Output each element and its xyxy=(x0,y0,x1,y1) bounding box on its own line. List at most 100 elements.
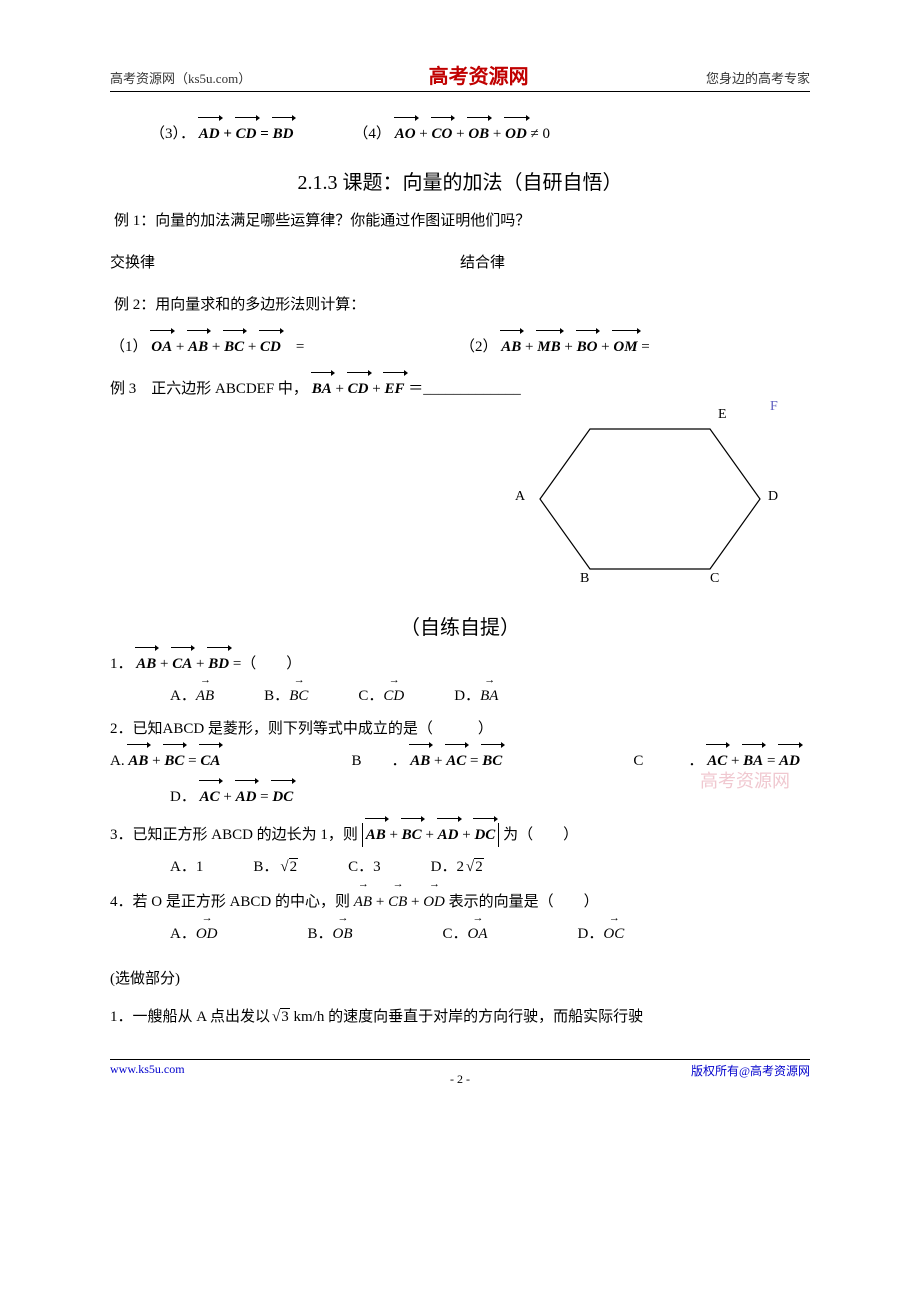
q4C-label: C． xyxy=(443,926,468,942)
label-3: （3）． xyxy=(150,126,195,142)
q3-v1: AB xyxy=(366,823,386,847)
q2C-v1: AC xyxy=(707,749,727,773)
q4-opt-D: D．OC xyxy=(578,922,625,943)
q3-opt-C: C．3 xyxy=(348,855,381,876)
vec-OM: OM xyxy=(613,335,637,359)
vec-AB: AB xyxy=(188,335,208,359)
q3-v2: BC xyxy=(402,823,422,847)
q1A-label: A． xyxy=(170,688,196,704)
q2D-label: D． xyxy=(170,789,196,805)
q1D-label: D． xyxy=(454,688,480,704)
q3-text-b: 为（ ） xyxy=(503,827,578,843)
q2-opt-D: D． AC + AD = DC xyxy=(110,785,810,809)
zero: 0 xyxy=(543,126,551,142)
q4-text-b: 表示的向量是（ ） xyxy=(449,894,599,910)
q3-opt-A: A．1 xyxy=(170,855,203,876)
hexagon-shape xyxy=(540,429,760,569)
vec-BC: BC xyxy=(224,335,244,359)
vec-CD: CD xyxy=(260,335,281,359)
q4-opt-B: B．OB xyxy=(308,922,353,943)
q3-v4: DC xyxy=(474,823,495,847)
q3B-label: B． xyxy=(253,859,278,875)
q1-v3: BD xyxy=(208,652,229,676)
q2A-v2: BC xyxy=(164,749,184,773)
q2A-v1: AB xyxy=(128,749,148,773)
hex-label-C: C xyxy=(710,571,719,587)
q1C-label: C． xyxy=(358,688,383,704)
q3B-sqrt: 2 xyxy=(278,859,298,876)
q2B-label: B ． xyxy=(352,753,407,769)
q1-tail: =（ ） xyxy=(233,656,301,672)
q2B-v1: AB xyxy=(410,749,430,773)
hex-label-D: D xyxy=(768,489,778,505)
vec-AD: AD xyxy=(199,122,220,146)
q1-opt-A: A．AB xyxy=(170,684,214,705)
q3-abs: AB + BC + AD + DC xyxy=(362,823,500,847)
q1-v1: AB xyxy=(136,652,156,676)
vec-BA: BA xyxy=(312,377,332,401)
ex2-item-1: （1） OA + AB + BC + CD = xyxy=(110,335,460,359)
q3D-label: D．2 xyxy=(431,859,464,875)
example-3: 例 3 正六边形 ABCDEF 中， BA + CD + EF ＝_______… xyxy=(110,377,810,401)
q4-opt-A: A．OD xyxy=(170,922,218,943)
vec-CD3: CD xyxy=(348,377,369,401)
q2A-v3: CA xyxy=(200,749,220,773)
q4-options: A．OD B．OB C．OA D．OC xyxy=(110,922,810,943)
q2-opt-C: C ． AC + BA = AD xyxy=(633,749,800,773)
q1-opt-D: D．BA xyxy=(454,684,498,705)
q4B-label: B． xyxy=(308,926,333,942)
ex2-items: （1） OA + AB + BC + CD = （2） AB + MB + BO… xyxy=(110,335,810,359)
q1C-vec: CD xyxy=(383,688,404,705)
equation-row-3-4: （3）． AD + CD = BD （4） AO + CO + OB + OD … xyxy=(110,122,810,146)
optional-header: (选做部分) xyxy=(110,967,810,991)
p1-sqrt: 3 xyxy=(270,1005,290,1029)
example-1: 例 1：向量的加法满足哪些运算律？你能通过作图证明他们吗？ xyxy=(110,209,810,233)
header-center: 高考资源网 xyxy=(429,60,529,89)
page: 高考资源网（ks5u.com） 高考资源网 您身边的高考专家 （3）． AD +… xyxy=(0,0,920,1119)
q4D-vec: OC xyxy=(603,926,624,943)
q3-opt-D: D．22 xyxy=(431,855,484,876)
q1-options: A．AB B．BC C．CD D．BA xyxy=(110,684,810,705)
q4-opt-C: C．OA xyxy=(443,922,488,943)
q3B-val: 2 xyxy=(289,858,299,875)
footer-url[interactable]: www.ks5u.com xyxy=(110,1062,185,1079)
vec-AO: AO xyxy=(395,122,416,146)
page-header: 高考资源网（ks5u.com） 高考资源网 您身边的高考专家 xyxy=(110,60,810,92)
q2C-label: C ． xyxy=(633,753,703,769)
q3-text-a: 3．已知正方形 ABCD 的边长为 1，则 xyxy=(110,827,358,843)
item-4: （4） AO + CO + OB + OD ≠ 0 xyxy=(353,122,550,146)
page-number: - 2 - xyxy=(450,1072,470,1087)
q2D-v3: DC xyxy=(272,785,293,809)
vec-OB: OB xyxy=(468,122,489,146)
q4C-vec: OA xyxy=(468,926,488,943)
q4-v3: OD xyxy=(423,890,445,914)
header-right: 您身边的高考专家 xyxy=(706,68,810,87)
vec-OD: OD xyxy=(505,122,527,146)
q1A-vec: AB xyxy=(196,688,214,705)
vec-AB2: AB xyxy=(501,335,521,359)
vec-MB: MB xyxy=(537,335,560,359)
q1-num: 1． xyxy=(110,656,133,672)
q1B-vec: BC xyxy=(289,688,308,705)
q4-v1: AB xyxy=(354,890,372,914)
q4A-vec: OD xyxy=(196,926,218,943)
hex-label-F: F xyxy=(770,399,778,415)
q2C-v2: BA xyxy=(743,749,763,773)
ex3-blank: ＝_____________ xyxy=(408,381,521,397)
question-4: 4．若 O 是正方形 ABCD 的中心，则 AB + CB + OD 表示的向量… xyxy=(110,890,810,914)
label-4: （4） xyxy=(353,126,391,142)
laws-row: 交换律 结合律 xyxy=(110,251,810,275)
q4D-label: D． xyxy=(578,926,604,942)
item-3: （3）． AD + CD = BD xyxy=(150,122,293,146)
question-3: 3．已知正方形 ABCD 的边长为 1，则 AB + BC + AD + DC … xyxy=(110,823,810,847)
law-commutative: 交换律 xyxy=(110,251,460,275)
vec-OA: OA xyxy=(151,335,172,359)
section-title: 2.1.3 课题：向量的加法（自研自悟） xyxy=(110,166,810,195)
ex3-text-a: 例 3 正六边形 ABCDEF 中， xyxy=(110,381,308,397)
q2A-label: A. xyxy=(110,753,125,769)
hex-label-E: E xyxy=(718,407,727,423)
q1D-vec: BA xyxy=(480,688,498,705)
q2B-v3: BC xyxy=(482,749,502,773)
hex-label-A: A xyxy=(515,489,525,505)
q3D-sqrt: 2 xyxy=(464,859,484,876)
